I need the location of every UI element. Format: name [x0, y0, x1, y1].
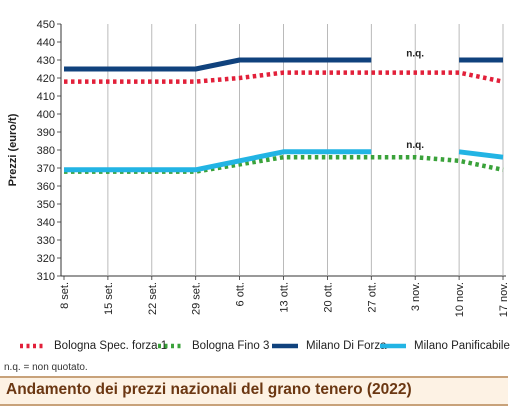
x-tick-label: 22 set. [147, 282, 159, 315]
x-tick-label: 3 nov. [410, 282, 422, 311]
y-tick-label: 420 [37, 73, 55, 85]
legend-label: Bologna Fino 3 [192, 340, 270, 352]
legend-item-milano-forza: Milano Di Forza [270, 340, 387, 352]
x-tick-label: 20 ott. [322, 282, 334, 313]
series-line-0 [64, 70, 504, 84]
footnote: n.q. = non quotato. [4, 362, 88, 373]
y-tick-label: 380 [37, 145, 55, 157]
y-tick-label: 390 [37, 127, 55, 139]
chart-caption-banner: Andamento dei prezzi nazionali del grano… [0, 376, 508, 406]
y-tick-label: 330 [37, 235, 55, 247]
y-tick-label: 430 [37, 55, 55, 67]
series-line-3 [64, 149, 372, 173]
x-tick-label: 17 nov. [498, 282, 510, 317]
series-lines [64, 57, 504, 174]
x-axis-ticks: 8 set. 15 set. 22 set. 29 set. 6 ott. 13 ott.… [59, 276, 510, 317]
legend-swatch-green-dotted [158, 343, 184, 349]
y-tick-label: 440 [37, 37, 55, 49]
legend-label: Milano Panificabile [414, 340, 510, 352]
chart-caption: Andamento dei prezzi nazionali del grano… [6, 381, 412, 398]
y-tick-label: 410 [37, 91, 55, 103]
legend-swatch-blue-solid [380, 343, 406, 349]
price-line-chart: 310 320 330 340 350 360 370 380 390 400 410 420 430 4… [7, 19, 510, 317]
x-tick-label: 29 set. [191, 282, 203, 315]
y-tick-label: 310 [37, 271, 55, 283]
legend: Bologna Spec. forza 1 Bologna Fino 3 Mil… [0, 340, 512, 362]
y-tick-label: 320 [37, 253, 55, 265]
y-tick-label: 350 [37, 199, 55, 211]
y-tick-label: 450 [37, 19, 55, 31]
annotation-nq: n.q. [406, 48, 424, 59]
legend-label: Milano Di Forza [306, 340, 387, 352]
x-tick-label: 27 ott. [366, 282, 378, 313]
series-line-2 [64, 57, 372, 72]
legend-swatch-red-dotted [20, 343, 46, 349]
x-tick-label: 13 ott. [279, 282, 291, 313]
y-tick-label: 400 [37, 109, 55, 121]
x-tick-label: 10 nov. [454, 282, 466, 317]
legend-label: Bologna Spec. forza 1 [54, 340, 168, 352]
y-tick-label: 360 [37, 181, 55, 193]
y-tick-label: 370 [37, 163, 55, 175]
legend-item-milano-panificabile: Milano Panificabile [378, 340, 510, 352]
y-axis-ticks: 310 320 330 340 350 360 370 380 390 400 410 420 430 4… [37, 19, 61, 283]
y-axis-label: Prezzi (euro/t) [7, 113, 19, 186]
series-line-3 [458, 149, 504, 160]
legend-item-bologna-spec: Bologna Spec. forza 1 [18, 340, 167, 352]
annotations: n.q. n.q. [406, 48, 424, 151]
annotation-nq: n.q. [406, 140, 424, 151]
x-tick-label: 6 ott. [235, 282, 247, 306]
x-tick-label: 8 set. [59, 282, 71, 309]
legend-swatch-navy-solid [272, 343, 298, 349]
y-tick-label: 340 [37, 217, 55, 229]
x-tick-label: 15 set. [103, 282, 115, 315]
legend-item-bologna-fino: Bologna Fino 3 [156, 340, 269, 352]
